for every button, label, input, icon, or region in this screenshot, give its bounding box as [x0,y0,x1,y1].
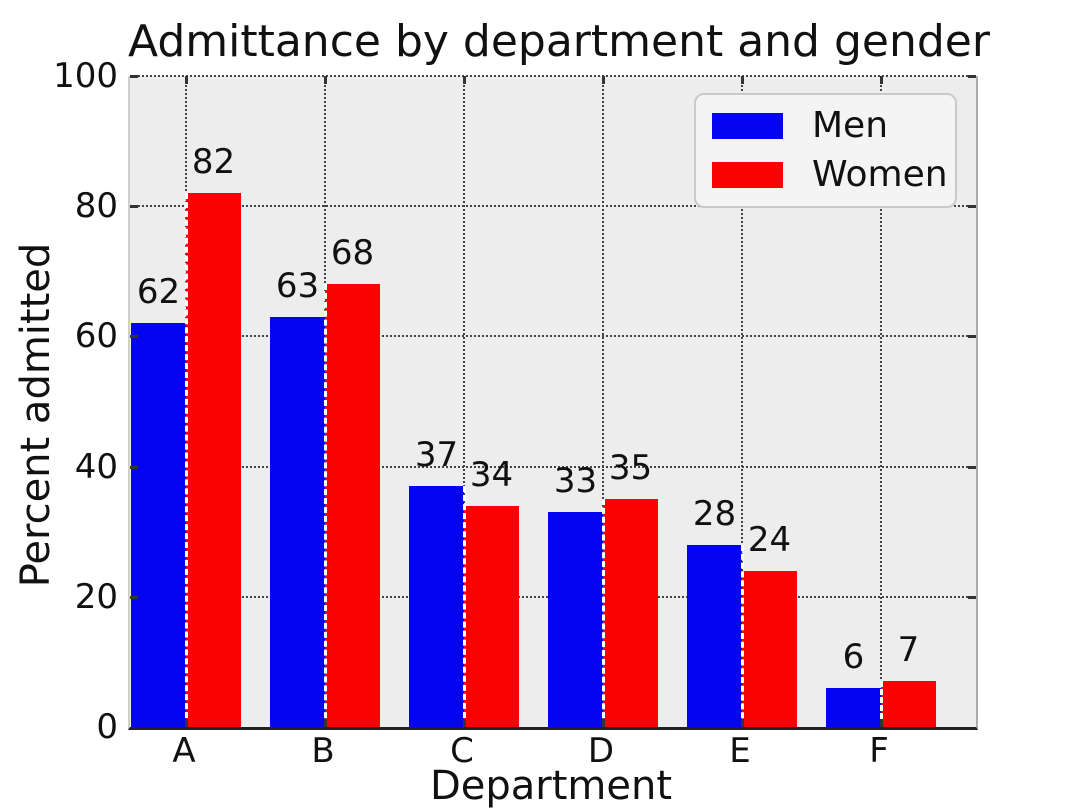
bar-value-men-A: 62 [136,272,181,313]
bar-women-A [186,193,241,727]
x-tick-top-B [324,76,327,84]
x-tick-label-F: F [869,731,889,771]
bar-pair-separator-D [601,499,605,727]
x-tick-bottom-C [463,719,466,727]
bar-women-B [325,284,380,727]
bar-pair-separator-B [323,284,327,727]
x-tick-top-E [741,76,744,84]
x-tick-label-D: D [587,731,615,771]
bar-value-women-D: 35 [608,448,653,489]
bar-women-C [464,505,519,727]
bar-value-women-E: 24 [747,519,792,560]
bar-value-men-E: 28 [692,493,737,534]
legend: Men Women [694,93,957,208]
bar-pair-separator-E [740,544,744,727]
bar-value-men-C: 37 [414,435,459,476]
bar-men-D [548,512,603,727]
gridline-y-60 [130,335,976,338]
y-tick-label-100: 100 [53,56,118,96]
x-tick-bottom-B [324,719,327,727]
y-tick-label-60: 60 [74,316,118,357]
y-tick-left-20 [130,595,138,599]
x-tick-label-A: A [172,731,196,771]
plot-area: Men Women 62 82 63 68 37 34 33 35 28 24 6 7 [128,75,978,730]
y-tick-left-100 [130,75,138,78]
x-axis-label: Department [429,763,673,808]
legend-row-men: Men [712,108,955,144]
bar-women-F [881,681,936,727]
bar-value-women-A: 82 [191,142,236,183]
gridline-x-D [602,76,604,727]
y-tick-right-40 [968,465,976,469]
bar-men-B [270,316,325,727]
x-tick-top-F [880,76,883,84]
bar-men-E [687,544,742,727]
bar-pair-separator-C [462,486,466,727]
y-tick-right-20 [968,595,976,599]
y-tick-left-60 [130,335,138,339]
chart-title: Admittance by department and gender [128,16,990,67]
gridline-x-C [463,76,465,727]
y-tick-label-20: 20 [74,576,118,617]
bar-value-women-B: 68 [330,233,375,274]
women-color-swatch [712,162,783,188]
x-tick-bottom-F [880,719,883,727]
bar-men-A [131,323,186,727]
bar-pair-separator-F [879,681,883,727]
y-tick-right-100 [968,75,976,78]
x-tick-label-C: C [450,731,474,771]
x-tick-top-D [602,76,605,84]
y-tick-label-40: 40 [74,446,118,487]
bar-women-D [603,499,658,727]
y-axis-label: Percent admitted [13,242,59,588]
bar-value-men-D: 33 [553,461,598,502]
y-tick-left-40 [130,465,138,469]
x-tick-top-A [185,76,188,84]
gridline-y-40 [130,465,976,468]
legend-label-men: Men [812,105,889,146]
bar-women-E [742,570,797,727]
bar-value-men-F: 6 [842,636,865,677]
gridline-x-E [741,76,743,727]
bar-value-men-B: 63 [275,265,320,306]
y-tick-label-80: 80 [74,186,118,227]
bar-value-women-C: 34 [469,454,514,495]
bar-pair-separator-A [184,193,188,727]
x-tick-top-C [463,76,466,84]
x-tick-bottom-D [602,719,605,727]
y-tick-right-80 [968,205,976,209]
bar-men-F [826,687,881,727]
y-tick-label-0: 0 [96,707,118,747]
gridline-y-100 [130,75,976,77]
x-tick-label-B: B [311,731,335,771]
legend-label-women: Women [812,154,948,195]
x-tick-label-E: E [729,731,751,771]
bar-men-C [409,486,464,727]
x-tick-bottom-A [185,719,188,727]
y-tick-left-80 [130,205,138,209]
bar-value-women-F: 7 [897,630,920,671]
y-tick-right-60 [968,335,976,339]
gridline-x-F [880,76,882,727]
gridline-y-80 [130,205,976,208]
x-tick-bottom-E [741,719,744,727]
men-color-swatch [712,113,783,139]
legend-row-women: Women [712,157,955,193]
